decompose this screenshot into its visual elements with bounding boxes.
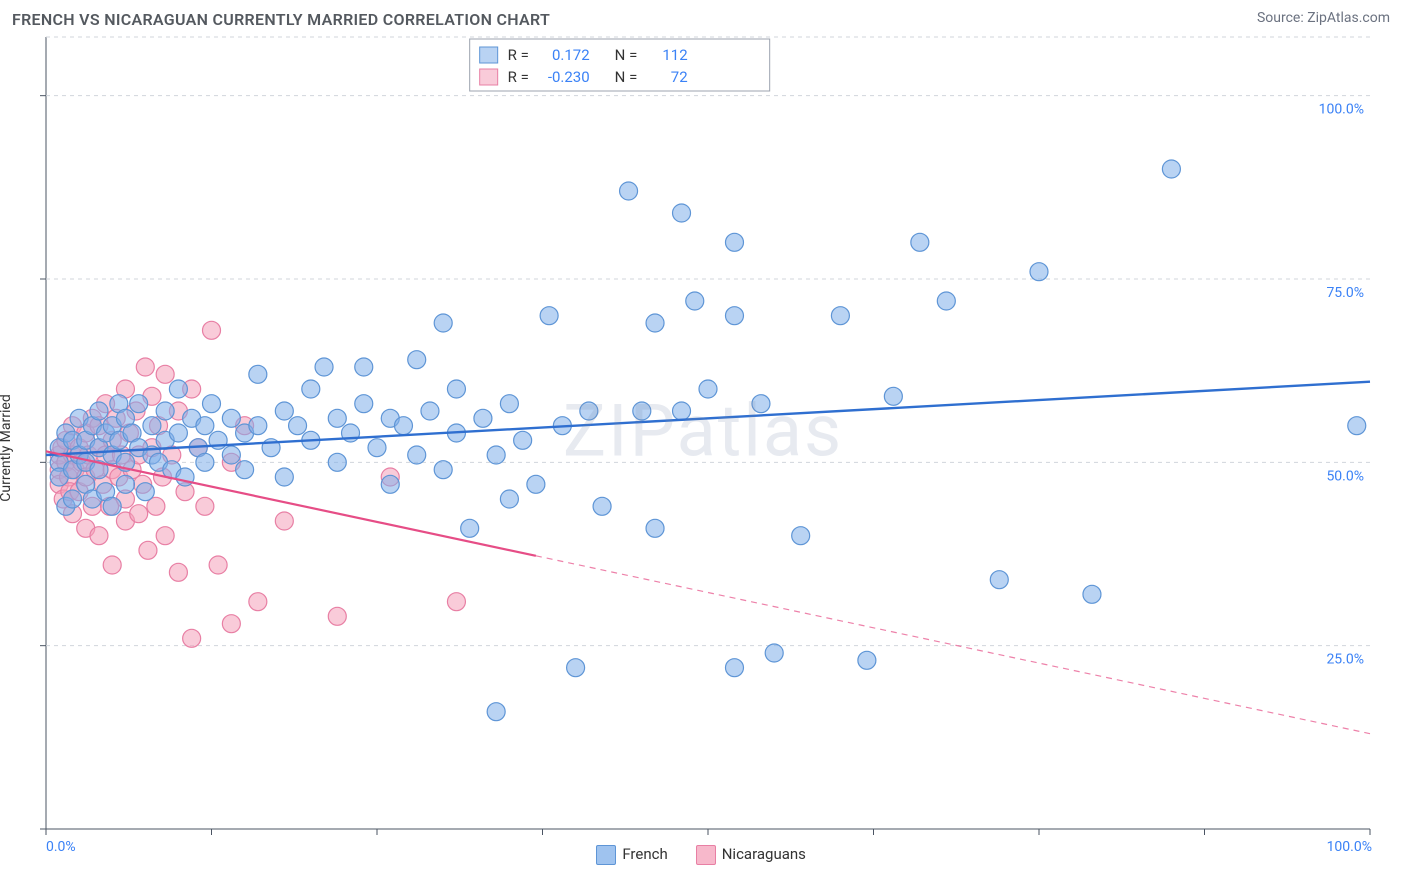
legend-item: Nicaraguans	[696, 845, 806, 865]
source-label: Source: ZipAtlas.com	[1257, 10, 1390, 26]
svg-text:112: 112	[662, 46, 687, 64]
y-axis-label: Currently Married	[0, 394, 14, 501]
svg-text:100.0%: 100.0%	[1319, 102, 1364, 118]
svg-text:50.0%: 50.0%	[1326, 468, 1364, 484]
svg-text:72: 72	[671, 68, 688, 86]
svg-text:25.0%: 25.0%	[1326, 652, 1364, 668]
svg-text:0.172: 0.172	[552, 46, 590, 64]
svg-text:75.0%: 75.0%	[1326, 285, 1364, 301]
chart-title: FRENCH VS NICARAGUAN CURRENTLY MARRIED C…	[12, 10, 550, 29]
bottom-legend: French Nicaraguans	[596, 845, 806, 865]
legend-label: French	[622, 845, 667, 863]
legend-swatch	[596, 845, 616, 865]
svg-text:R =: R =	[508, 46, 529, 64]
svg-text:N =: N =	[615, 46, 638, 64]
legend-swatch	[696, 845, 716, 865]
legend-item: French	[596, 845, 667, 865]
svg-text:R =: R =	[508, 68, 529, 86]
chart-container: Currently Married ZIPatlas 25.0%50.0%75.…	[0, 31, 1406, 865]
x-axis-min: 0.0%	[46, 839, 76, 865]
legend-label: Nicaraguans	[722, 845, 806, 863]
svg-text:-0.230: -0.230	[548, 68, 590, 86]
svg-text:N =: N =	[615, 68, 638, 86]
scatter-chart: 25.0% 50.0% 75.0% 100.0% R = 0.172 N = 112 R = -0…	[0, 31, 1406, 837]
x-axis-max: 100.0%	[1327, 839, 1372, 865]
